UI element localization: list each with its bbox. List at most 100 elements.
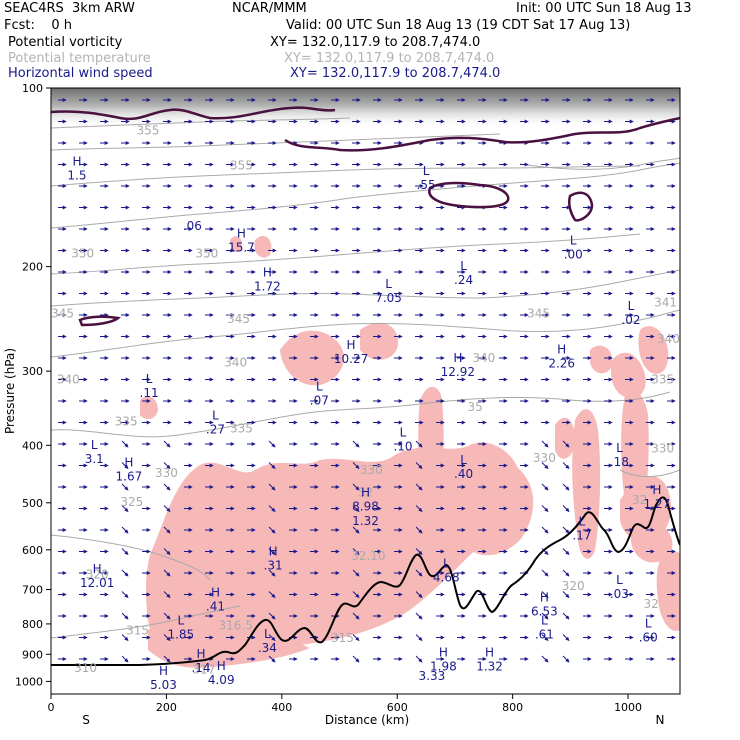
wind-arrow: [541, 440, 549, 448]
extremum-letter: H: [485, 645, 494, 659]
theta-label: 35: [468, 400, 483, 414]
org-label: NCAR/MMM: [232, 1, 307, 16]
extremum-letter: H: [159, 664, 168, 678]
wind-arrow: [562, 440, 570, 448]
extremum-letter: L: [177, 613, 184, 627]
extremum-value: .18: [610, 455, 629, 469]
wind-arrow: [163, 505, 171, 512]
wind-arrow: [352, 612, 360, 620]
extremum-letter: L: [541, 613, 548, 627]
y-tick-label: 800: [22, 618, 43, 631]
extremum-value: 15.7: [228, 241, 255, 255]
wind-arrow: [121, 612, 129, 620]
wind-arrow: [121, 440, 129, 448]
extremum-letter: H: [453, 351, 462, 365]
wind-arrow: [541, 634, 549, 641]
wind-arrow: [352, 569, 360, 577]
init-time: Init: 00 UTC Sun 18 Aug 13: [516, 1, 692, 16]
wind-arrow: [268, 548, 276, 555]
theta-label: 335: [651, 373, 674, 387]
shade-mid-center-2: [360, 322, 399, 360]
shade-far-right-4: [638, 326, 669, 374]
y-tick-label: 100: [22, 82, 43, 95]
y-tick-label: 400: [22, 439, 43, 452]
extremum-letter: H: [93, 562, 102, 576]
extremum-letter: H: [269, 544, 278, 558]
wind-arrow: [541, 526, 549, 534]
wind-arrow: [352, 655, 360, 663]
theta-line-350: [51, 133, 501, 151]
extremum-value: 3.33: [419, 669, 446, 683]
extremum-letter: H: [361, 485, 370, 499]
extremum-value: .03: [610, 587, 629, 601]
x-tick-label: 0: [48, 701, 55, 714]
theta-label: 325: [120, 495, 143, 509]
wind-arrow: [352, 548, 360, 555]
theta-label: 345: [51, 307, 74, 321]
extremum-value: .02: [621, 313, 640, 327]
wind-arrow: [415, 612, 423, 620]
extremum-letter: H: [217, 659, 226, 673]
extremum-value: 3.1: [85, 452, 104, 466]
theta-label: 340: [657, 332, 680, 346]
shade-blob-2: [254, 235, 272, 258]
extremum-letter: H: [347, 338, 356, 352]
extremum-letter: L: [443, 556, 450, 570]
wind-arrow: [415, 634, 423, 641]
y-tick-label: 600: [22, 544, 43, 557]
shade-right-upper: [590, 345, 613, 374]
pv-contour-right-blob: [567, 191, 594, 222]
extremum-value: .31: [264, 558, 283, 572]
extremum-value: 1.27: [644, 497, 671, 511]
wind-arrow: [562, 505, 570, 512]
theta-label: 345: [527, 307, 550, 321]
wind-arrow: [268, 505, 276, 512]
wind-arrow: [415, 655, 423, 663]
extremum-value: .40: [454, 467, 473, 481]
theta-label: 317: [192, 663, 215, 677]
y-tick-label: 300: [22, 365, 43, 378]
y-tick-label: 500: [22, 497, 43, 510]
y-tick-label: 1000: [15, 675, 43, 688]
wind-arrow: [268, 591, 276, 598]
terrain-line: [51, 496, 680, 666]
extremum-letter: L: [645, 616, 652, 630]
wind-arrow: [121, 569, 129, 577]
extremum-letter: H: [557, 342, 566, 356]
field-xy-pv: XY= 132.0,117.9 to 208.7,474.0: [270, 35, 481, 50]
extremum-letter: L: [91, 438, 98, 452]
y-tick-label: 200: [22, 261, 43, 274]
model-label: SEAC4RS 3km ARW: [4, 1, 135, 16]
extremum-value: .11: [140, 386, 159, 400]
extremum-value: 1.32: [352, 514, 379, 528]
wind-arrow: [121, 548, 129, 555]
wind-arrow: [562, 483, 570, 491]
wind-arrow: [268, 462, 276, 469]
wind-arrow: [562, 526, 570, 534]
extremum-value: .55: [417, 178, 436, 192]
wind-arrow: [121, 483, 129, 491]
extremum-value: 8.98: [352, 499, 379, 513]
wind-arrow: [121, 634, 129, 641]
wind-arrow: [121, 526, 129, 534]
wind-arrow: [415, 548, 423, 555]
wind-arrow: [415, 505, 423, 512]
theta-line-right-low: [619, 469, 680, 478]
wind-arrow: [562, 655, 570, 663]
theta-label: 32.10: [351, 549, 385, 563]
extremum-value: 1.85: [167, 627, 194, 641]
theta-label: 320: [86, 567, 109, 581]
extremum-letter: H: [197, 647, 206, 661]
y-axis-title: Pressure (hPa): [3, 348, 17, 434]
wind-arrow: [121, 591, 129, 598]
x-axis: 0 200 400 600 800 1000: [48, 694, 642, 714]
theta-label: 350: [71, 246, 94, 260]
extremum-letter: L: [616, 573, 623, 587]
extremum-letter: L: [316, 380, 323, 394]
extremum-value: 4.09: [208, 673, 235, 687]
wind-arrow: [562, 548, 570, 555]
extremum-letter: H: [263, 265, 272, 279]
field-xy-theta: XY= 132.0,117.9 to 208.7,474.0: [284, 51, 495, 66]
shade-col-700: [656, 551, 680, 631]
theta-label: 330: [360, 463, 383, 477]
